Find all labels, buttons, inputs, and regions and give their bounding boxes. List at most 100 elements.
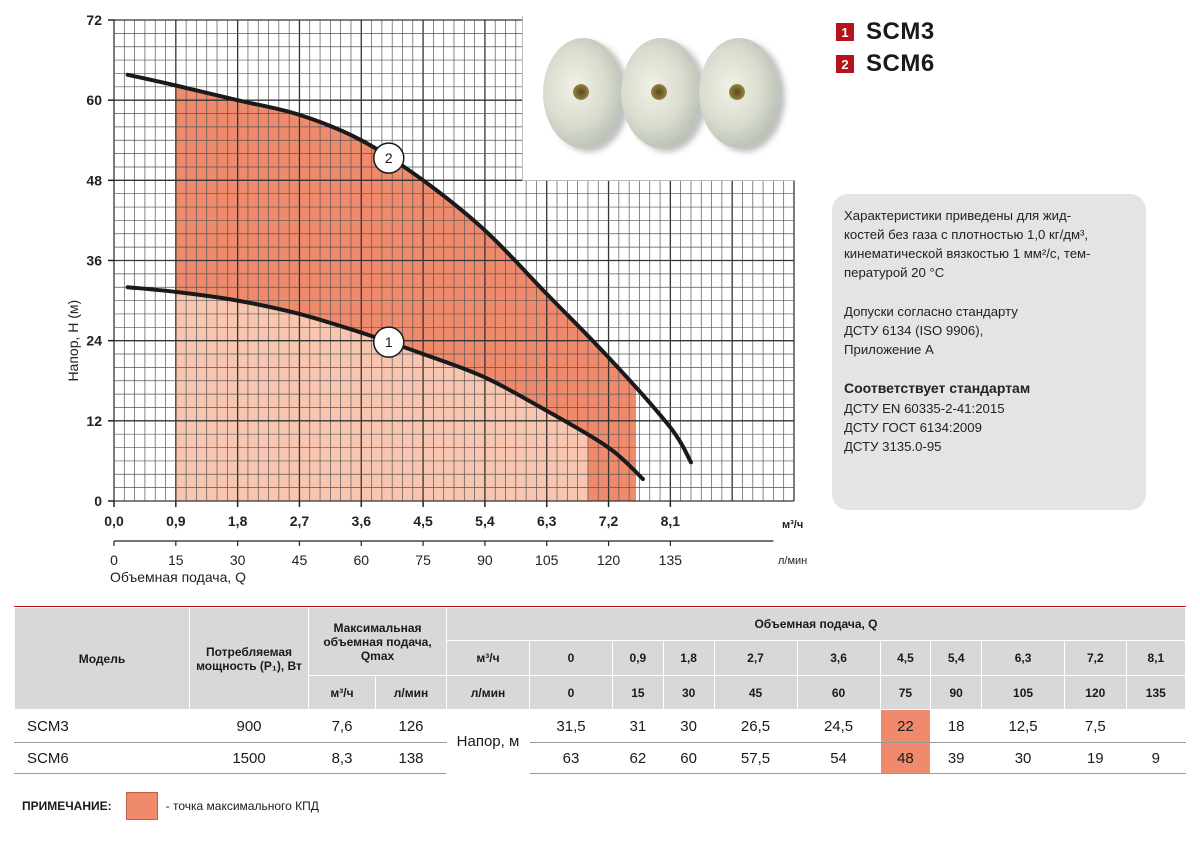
flow-m3h-cell: 7,2 <box>1064 640 1127 676</box>
x-tick-label-lmin: 120 <box>597 552 621 568</box>
head-cell <box>1125 709 1187 743</box>
flow-lmin-cell: 135 <box>1125 675 1187 710</box>
y-tick-label: 24 <box>86 333 102 349</box>
head-cell: 19 <box>1064 742 1127 774</box>
note-text: - точка максимального КПД <box>165 799 319 813</box>
qmax-unit-m3h: м³/ч <box>308 675 376 710</box>
flow-lmin-cell: 30 <box>662 675 715 710</box>
x-tick-label-m3h: 5,4 <box>475 513 495 529</box>
x-tick-label-lmin: 15 <box>168 552 184 568</box>
curve-label: 2 <box>385 150 393 166</box>
x-tick-label-lmin: 90 <box>477 552 493 568</box>
info-line: кинематической вязкостью 1 мм²/с, тем- <box>844 246 1091 261</box>
legend-item: 1 SCM3 <box>836 18 935 46</box>
note: ПРИМЕЧАНИЕ: - точка максимального КПД <box>22 792 319 820</box>
head-cell: 31,5 <box>528 709 614 743</box>
curve-label-circle <box>372 326 405 358</box>
head-label-cell: Напор, м <box>446 709 530 774</box>
head-cell: 62 <box>612 742 664 774</box>
x-tick-label-lmin: 0 <box>110 552 118 568</box>
x-tick-label-m3h: 0,0 <box>104 513 124 529</box>
qmax-lmin-cell: 138 <box>375 742 447 774</box>
head-cell: 31 <box>612 709 664 743</box>
flow-m3h-cell: 4,5 <box>879 640 932 676</box>
y-tick-label: 60 <box>86 92 102 108</box>
head-cell: 39 <box>930 742 983 774</box>
header-unit-m3h: м³/ч <box>446 640 530 676</box>
flow-lmin-cell: 120 <box>1064 675 1127 710</box>
head-cell: 54 <box>796 742 881 774</box>
flow-lmin-cell: 60 <box>796 675 881 710</box>
flow-m3h-cell: 1,8 <box>662 640 715 676</box>
head-cell-max-efficiency: 48 <box>879 742 932 774</box>
info-line: пературой 20 °C <box>844 265 945 280</box>
flow-m3h-cell: 6,3 <box>981 640 1066 676</box>
info-line: Приложение А <box>844 342 934 357</box>
flow-m3h-cell: 2,7 <box>713 640 798 676</box>
curve-label: 1 <box>385 334 393 350</box>
head-cell: 26,5 <box>713 709 798 743</box>
legend-number-badge: 1 <box>836 23 854 41</box>
x-tick-label-lmin: 75 <box>415 552 431 568</box>
flow-m3h-cell: 3,6 <box>796 640 881 676</box>
y-tick-label: 48 <box>86 172 102 188</box>
x-tick-label-lmin: 60 <box>353 552 369 568</box>
x-tick-label-m3h: 2,7 <box>290 513 310 529</box>
legend-label: SCM3 <box>866 18 935 45</box>
head-cell: 9 <box>1125 742 1187 774</box>
x-tick-label-lmin: 135 <box>659 552 683 568</box>
flow-m3h-cell: 8,1 <box>1125 640 1187 676</box>
header-qmax: Максимальная объемная подача, Qmax <box>308 607 447 676</box>
flow-lmin-cell: 15 <box>612 675 664 710</box>
flow-lmin-cell: 0 <box>528 675 614 710</box>
legend: 1 SCM3 2 SCM6 <box>836 18 935 82</box>
head-cell: 24,5 <box>796 709 881 743</box>
head-cell: 30 <box>981 742 1066 774</box>
impeller-image <box>543 38 623 148</box>
x-tick-label-m3h: 1,8 <box>228 513 248 529</box>
head-cell: 18 <box>930 709 983 743</box>
x-axis-label: Объемная подача, Q <box>110 569 246 585</box>
x-tick-label-m3h: 8,1 <box>661 513 681 529</box>
head-cell: 30 <box>662 709 715 743</box>
x-unit-lmin: л/мин <box>778 555 807 567</box>
qmax-lmin-cell: 126 <box>375 709 447 743</box>
legend-number-badge: 2 <box>836 55 854 73</box>
head-cell: 57,5 <box>713 742 798 774</box>
info-line: костей без газа с плотностью 1,0 кг/дм³, <box>844 227 1089 242</box>
power-cell: 1500 <box>189 742 309 774</box>
info-line: Характеристики приведены для жид- <box>844 208 1072 223</box>
header-model: Модель <box>14 607 190 710</box>
model-cell: SCM6 <box>14 742 190 774</box>
y-tick-label: 12 <box>86 413 102 429</box>
flow-lmin-cell: 75 <box>879 675 932 710</box>
legend-label: SCM6 <box>866 50 935 77</box>
table-row: SCM3 900 7,6 126 Напор, м 31,5 31 30 26,… <box>14 709 1187 774</box>
flow-lmin-cell: 105 <box>981 675 1066 710</box>
info-line: ДСТУ 3135.0-95 <box>844 439 942 454</box>
info-line: Допуски согласно стандарту <box>844 304 1018 319</box>
table-row: SCM6 1500 8,3 138 63 62 60 57,5 54 48 39… <box>14 742 1187 774</box>
head-cell: 12,5 <box>981 709 1066 743</box>
x-tick-label-lmin: 105 <box>535 552 559 568</box>
header-power: Потребляемая мощность (P₁), Вт <box>189 607 309 710</box>
header-flow: Объемная подача, Q <box>446 607 1186 641</box>
info-box: Характеристики приведены для жид- костей… <box>832 194 1146 510</box>
impellers-photo <box>522 16 795 181</box>
curve-scm6 <box>125 72 693 465</box>
x-tick-label-m3h: 3,6 <box>352 513 372 529</box>
flow-m3h-cell: 0 <box>528 640 614 676</box>
head-cell-max-efficiency: 22 <box>879 709 932 743</box>
flow-m3h-cell: 0,9 <box>612 640 664 676</box>
flow-m3h-cell: 5,4 <box>930 640 983 676</box>
flow-lmin-cell: 90 <box>930 675 983 710</box>
info-line: ДСТУ EN 60335-2-41:2015 <box>844 401 1005 416</box>
impeller-image <box>699 38 779 148</box>
qmax-m3h-cell: 8,3 <box>308 742 376 774</box>
info-heading: Соответствует стандартам <box>844 380 1031 396</box>
qmax-unit-lmin: л/мин <box>375 675 447 710</box>
legend-item: 2 SCM6 <box>836 50 935 78</box>
note-swatch <box>125 792 158 820</box>
impeller-image <box>621 38 701 148</box>
info-line: ДСТУ 6134 (ISO 9906), <box>844 323 984 338</box>
